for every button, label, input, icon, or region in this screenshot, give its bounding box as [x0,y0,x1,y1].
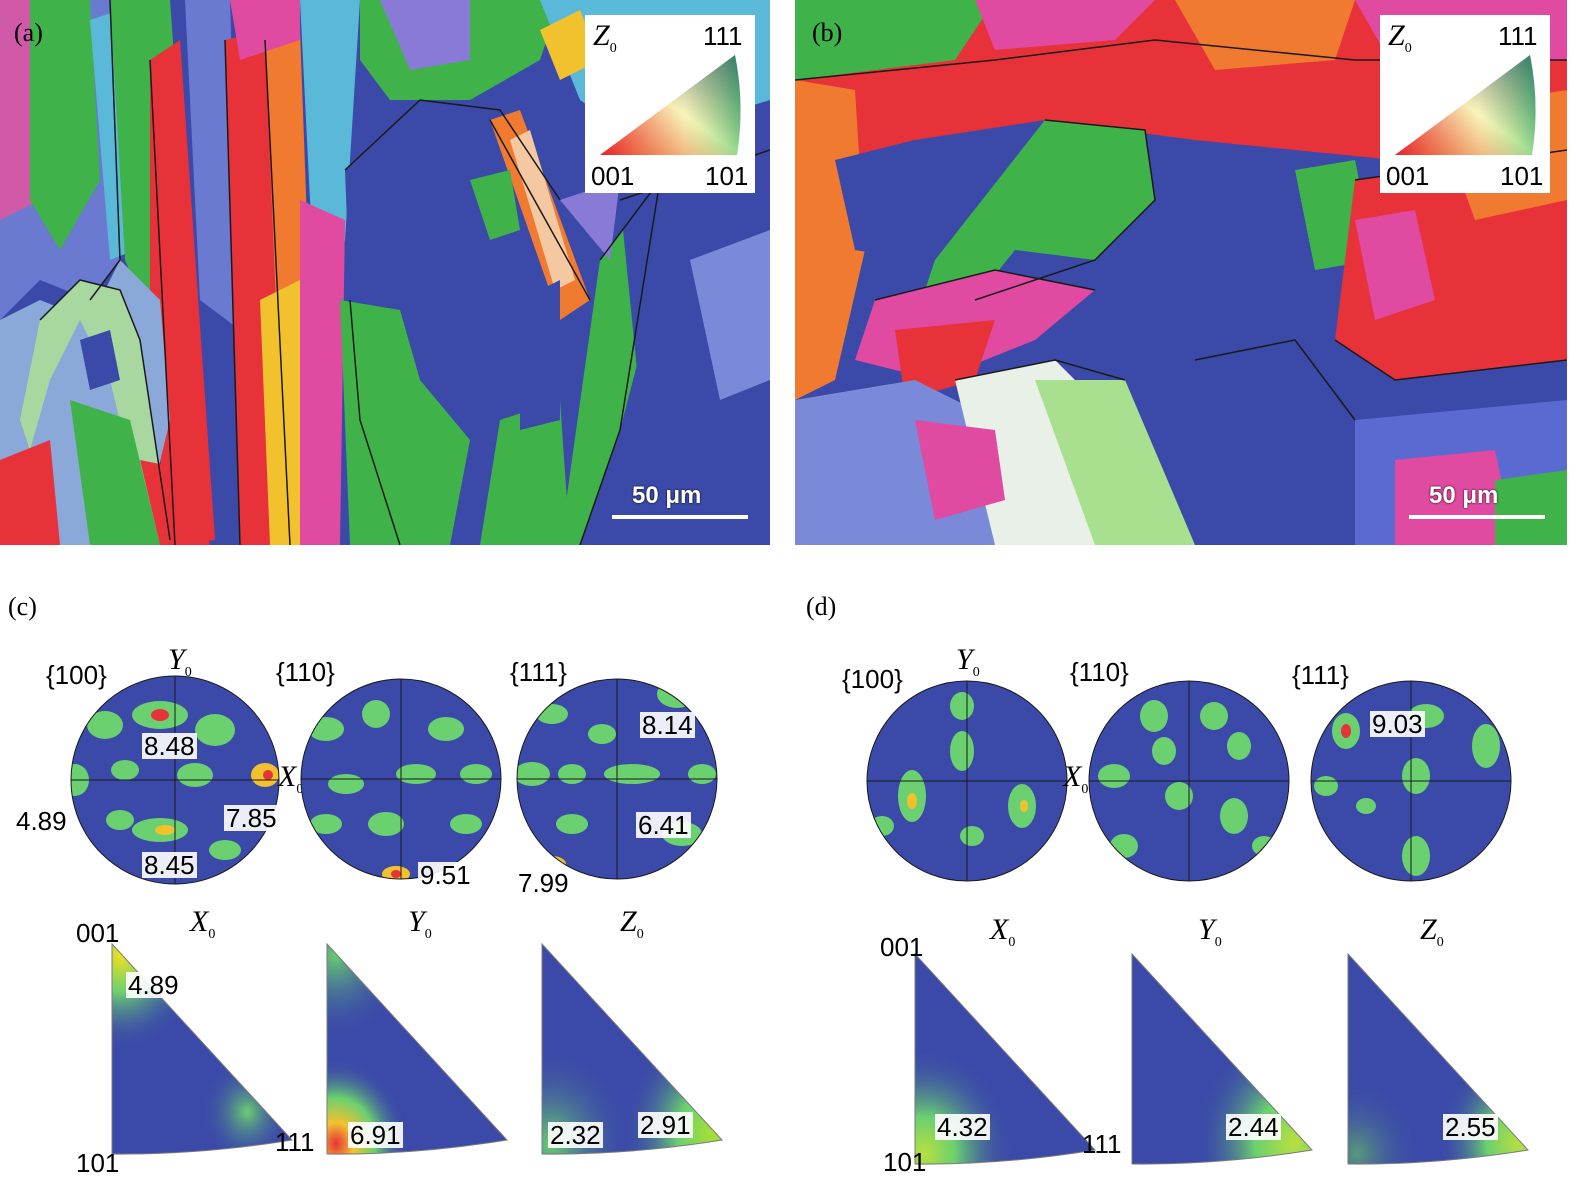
pole-figure-c-y-axis: Y0 [168,643,192,680]
inverse-pole-figure-c-z [541,942,723,1155]
pole-figure-d-y-axis: Y0 [956,643,980,680]
pole-figure-d-110 [1088,680,1290,882]
ipf-c-z-axis: Z0 [620,905,644,942]
ipf-color-key-b-triangle [1395,55,1536,155]
pole-figure-value: 8.48 [142,731,197,761]
inverse-pole-figure-d-x [914,952,1096,1165]
panel-label-b: (b) [812,18,843,47]
pole-figure-c-111-label: {111} [510,657,567,687]
ipf-color-key-a: Z0 111 001 101 [585,15,755,193]
ipf-color-key-a-triangle [600,55,741,155]
ipf-value: 4.32 [935,1112,990,1142]
ipf-c-001-label: 001 [76,918,120,948]
pole-figure-value: 9.03 [1370,709,1425,739]
pole-figure-c-111 [516,678,718,880]
pole-figure-d-100 [866,680,1068,882]
pole-figure-c-110-label: {110} [276,657,335,687]
pole-figure-value: 7.99 [518,868,569,898]
pole-figure-value: 9.51 [418,860,473,890]
pole-figure-c-100 [70,675,280,885]
panel-label-c: (c) [8,592,37,621]
scale-bar-label-b: 50 μm [1429,482,1499,509]
scale-bar-b [1409,515,1545,519]
pole-figure-c-110 [300,678,502,880]
ipf-value: 4.89 [126,970,181,1000]
ipf-d-y-axis: Y0 [1198,913,1222,950]
inverse-pole-figure-c-y [326,942,508,1155]
ipf-color-key-b: Z0 111 001 101 [1380,15,1550,193]
ipf-c-101-label: 101 [76,1148,120,1178]
pole-figure-d-100-label: {100} [842,664,903,694]
pole-figure-value: 7.85 [224,803,279,833]
pole-figure-value: 4.89 [16,806,67,836]
legend-101-label: 101 [1500,161,1544,191]
inverse-pole-figure-d-z [1347,952,1529,1165]
ipf-c-x-axis: X0 [190,905,216,942]
ipf-d-x-axis: X0 [990,913,1016,950]
ipf-d-111-label: 111 [1082,1129,1122,1159]
pole-figure-value: 8.14 [640,710,695,740]
legend-axis-label: Z0 [1388,19,1412,56]
legend-111-label: 111 [703,21,743,51]
legend-axis-label: Z0 [593,19,617,56]
ipf-value: 2.55 [1443,1112,1498,1142]
panel-label-d: (d) [806,592,837,621]
pole-figure-d-111-label: {111} [1292,660,1349,690]
legend-001-label: 001 [1386,161,1430,191]
ipf-value: 2.32 [548,1120,603,1150]
scale-bar-a [612,515,748,519]
pole-figure-d-111 [1310,680,1512,882]
pole-figure-c-x-axis: X0 [278,760,304,797]
pole-figure-d-110-label: {110} [1070,657,1129,687]
pole-figure-d-x-axis: X0 [1063,760,1089,797]
panel-label-a: (a) [14,18,43,47]
legend-101-label: 101 [705,161,749,191]
ipf-value: 6.91 [348,1120,403,1150]
ipf-value: 2.91 [638,1110,693,1140]
ipf-d-z-axis: Z0 [1420,913,1444,950]
legend-111-label: 111 [1498,21,1538,51]
ipf-d-001-label: 001 [880,932,924,962]
ipf-c-111-label: 111 [275,1127,315,1157]
ipf-c-y-axis: Y0 [408,905,432,942]
scale-bar-label-a: 50 μm [632,482,702,509]
ipf-value: 2.44 [1226,1112,1281,1142]
inverse-pole-figure-d-y [1131,952,1313,1165]
ebsd-map-a: Z0 111 001 101 50 μm [0,0,770,545]
ipf-d-101-label: 101 [883,1147,927,1177]
legend-001-label: 001 [591,161,635,191]
pole-figure-c-100-label: {100} [46,660,107,690]
ebsd-map-b: Z0 111 001 101 50 μm [795,0,1567,545]
pole-figure-value: 6.41 [636,810,691,840]
pole-figure-value: 8.45 [142,850,197,880]
